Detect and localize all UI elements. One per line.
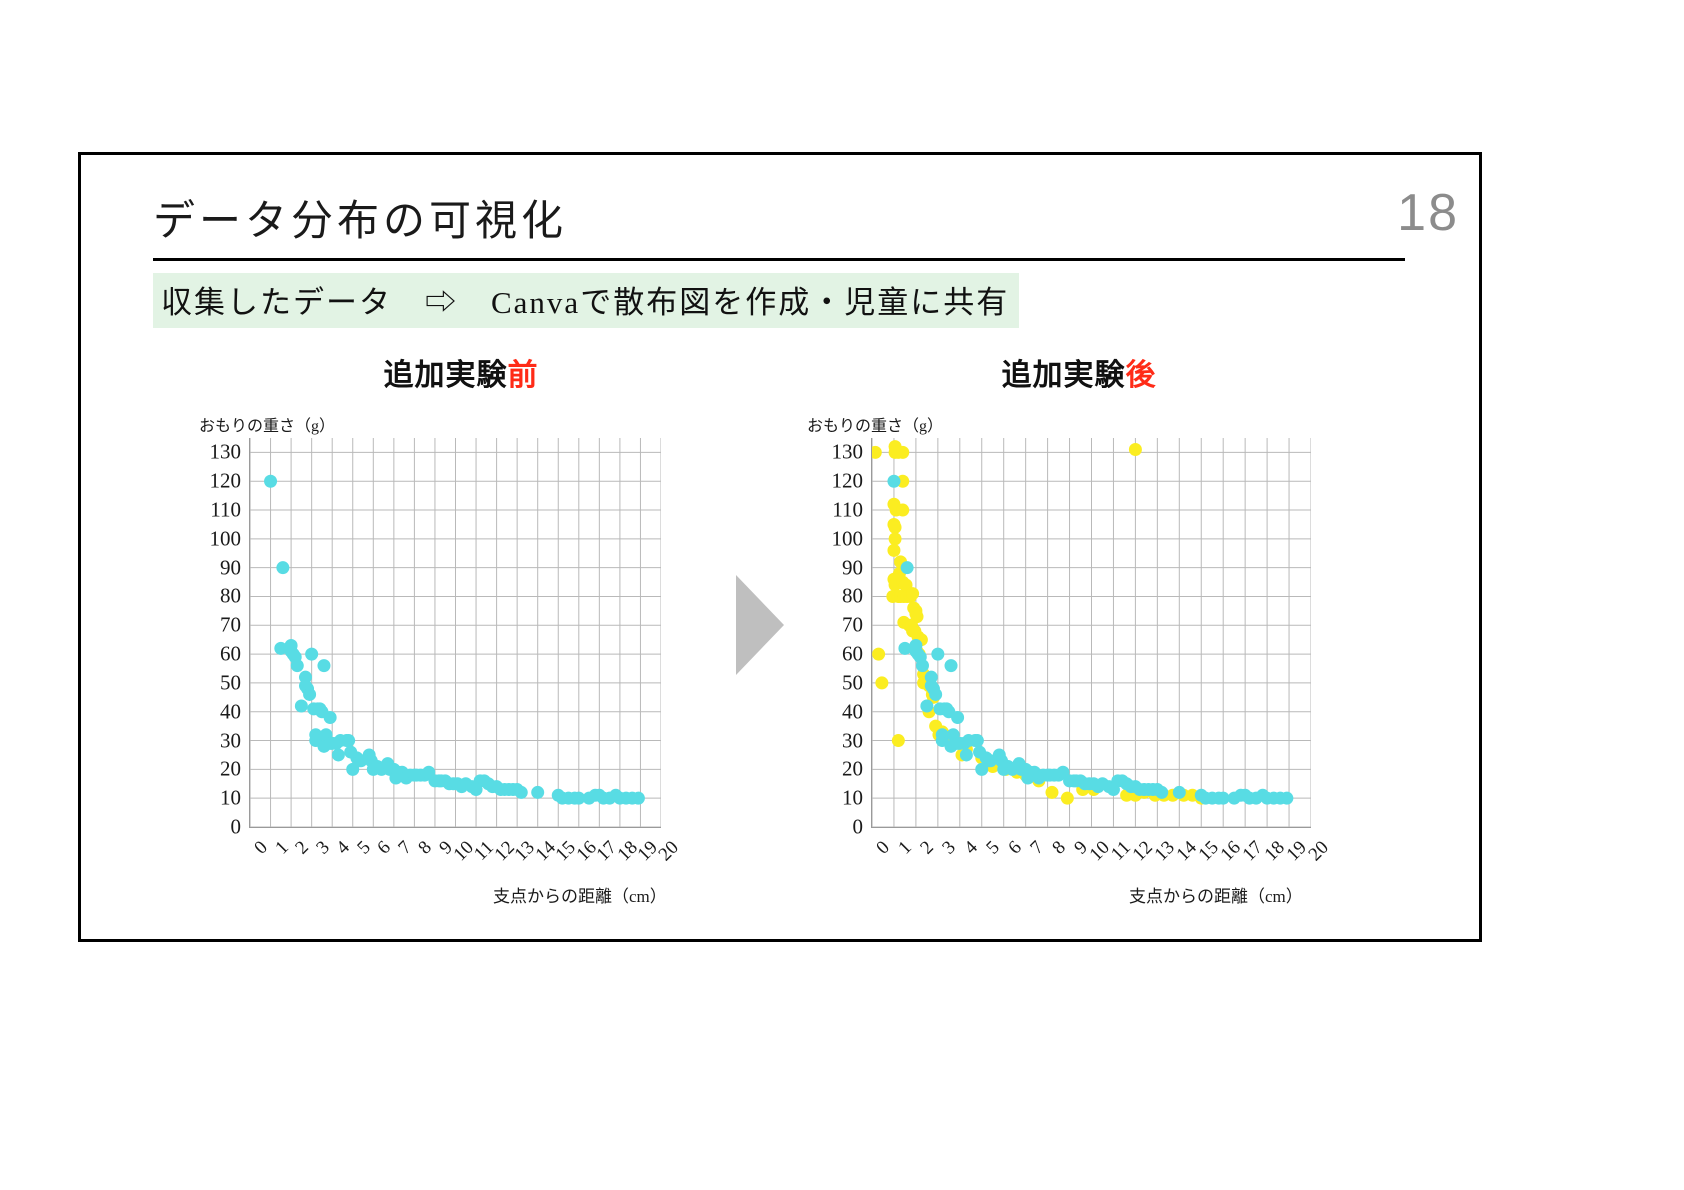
y-tick-label: 90	[842, 555, 863, 580]
x-tick-label: 7	[1025, 837, 1048, 859]
x-tick-label: 1	[270, 837, 293, 859]
chart-before-heading-accent: 前	[507, 359, 539, 392]
x-tick-label: 0	[250, 837, 272, 859]
y-tick-label: 30	[842, 728, 863, 753]
title-divider	[153, 258, 1405, 261]
y-tick-label: 80	[220, 583, 241, 608]
chart-after-heading-main: 追加実験	[1001, 359, 1126, 392]
chart-after-points	[872, 440, 1294, 805]
x-tick-label: 20	[654, 837, 683, 866]
y-tick-label: 10	[842, 785, 863, 810]
y-tick-label: 10	[220, 785, 241, 810]
y-tick-label: 20	[842, 756, 863, 781]
chart-after-plot-wrap: 0 10 20 30 40 50 60 70 80 90 100 110 120 130 0 1 2 3 4 5 6 7 8…	[832, 438, 1333, 865]
page-number: 18	[1397, 184, 1459, 242]
y-tick-label: 40	[842, 699, 863, 724]
chart-before-plot-wrap: 0 10 20 30 40 50 60 70 80 90 100 110 120 130 0 1 2 3 4 5 6 7 8…	[210, 438, 683, 865]
x-tick-label: 6	[1003, 837, 1026, 859]
x-tick-label: 5	[353, 837, 375, 859]
x-tick-label: 2	[291, 837, 313, 859]
chart-before-x-axis-title: 支点からの距離（cm）	[493, 887, 667, 906]
x-tick-label: 5	[982, 837, 1004, 859]
subtitle-banner: 収集したデータ ⇨ Canvaで散布図を作成・児童に共有	[153, 273, 1020, 328]
y-tick-label: 20	[220, 756, 241, 781]
x-tick-label: 8	[1047, 837, 1070, 859]
x-tick-label: 6	[373, 837, 396, 859]
y-tick-label: 60	[220, 641, 241, 666]
y-tick-label: 120	[831, 468, 864, 493]
chart-before-y-axis-title: おもりの重さ（g）	[199, 418, 336, 435]
y-tick-label: 120	[209, 468, 242, 493]
chart-after-heading-accent: 後	[1125, 359, 1157, 392]
y-tick-label: 50	[842, 670, 863, 695]
y-tick-label: 70	[220, 612, 241, 637]
x-tick-label: 2	[916, 837, 938, 859]
y-tick-label: 30	[220, 728, 241, 753]
chart-before-heading: 追加実験前	[191, 350, 731, 394]
chart-after-plot-area	[871, 438, 1311, 828]
slide: データ分布の可視化 18 収集したデータ ⇨ Canvaで散布図を作成・児童に共…	[78, 152, 1482, 942]
x-tick-label: 8	[414, 837, 437, 859]
y-tick-label: 40	[220, 699, 241, 724]
chart-before-heading-main: 追加実験	[383, 359, 508, 392]
chart-after-gridlines	[872, 438, 1311, 827]
x-tick-label: 0	[872, 837, 894, 859]
chart-after: 追加実験後 おもりの重さ（g） 0 10 20 30 40 50 60 70 80 90 100 11…	[799, 350, 1359, 910]
x-tick-label: 4	[960, 837, 982, 859]
chart-before-points	[264, 474, 645, 805]
y-tick-label: 60	[842, 641, 863, 666]
x-tick-label: 7	[394, 837, 416, 859]
y-tick-label: 130	[831, 439, 864, 464]
x-tick-label: 4	[332, 837, 355, 859]
y-tick-label: 0	[230, 814, 242, 839]
y-tick-label: 90	[220, 555, 241, 580]
y-tick-label: 110	[832, 497, 863, 522]
chart-before-gridlines	[250, 438, 661, 827]
chart-after-x-axis-title: 支点からの距離（cm）	[1129, 887, 1303, 906]
flow-arrow-icon	[736, 575, 784, 675]
chart-before-plot-area	[249, 438, 661, 828]
chart-after-heading: 追加実験後	[799, 350, 1359, 394]
x-tick-label: 3	[311, 837, 334, 859]
y-tick-label: 130	[209, 439, 242, 464]
y-tick-label: 0	[852, 814, 864, 839]
chart-after-y-axis-title: おもりの重さ（g）	[807, 418, 944, 435]
page-title: データ分布の可視化	[153, 199, 568, 245]
x-tick-label: 1	[894, 837, 916, 859]
y-tick-label: 110	[210, 497, 241, 522]
y-tick-label: 70	[842, 612, 863, 637]
x-tick-label: 20	[1304, 837, 1333, 866]
chart-before: 追加実験前 おもりの重さ（g） 0 10 20 30 40 50 60 70 80 90 100 11…	[191, 350, 731, 910]
y-tick-label: 80	[842, 583, 863, 608]
y-tick-label: 100	[209, 526, 242, 551]
y-tick-label: 50	[220, 670, 241, 695]
x-tick-label: 3	[938, 837, 960, 859]
y-tick-label: 100	[831, 526, 864, 551]
